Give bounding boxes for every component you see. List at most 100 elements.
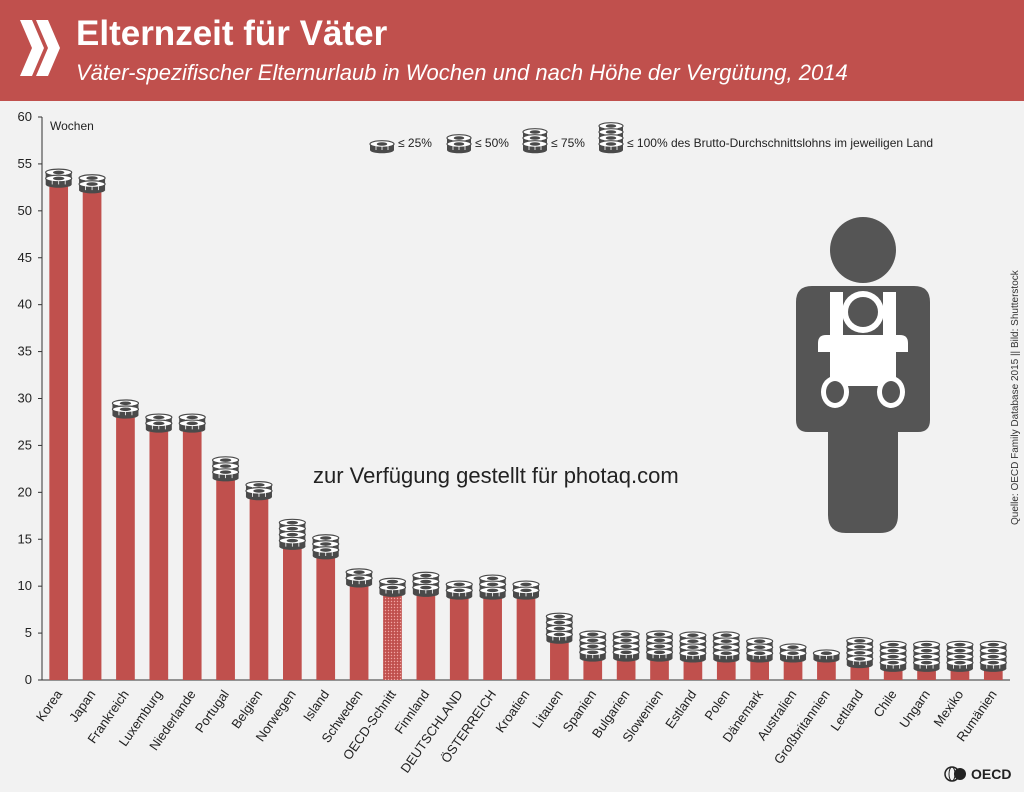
- coin-stack-großbritannien: [812, 649, 841, 663]
- y-tick-label: 55: [18, 156, 32, 171]
- coin: [612, 648, 640, 662]
- coin-stack-finnland: [412, 571, 440, 597]
- coin-stack-ungarn: [912, 640, 941, 672]
- bar-slowenien: [650, 660, 669, 680]
- coin: [245, 487, 273, 501]
- x-tick-label: Korea: [33, 686, 66, 724]
- bar-rumänien: [983, 670, 1003, 680]
- bar-niederlande: [182, 431, 202, 680]
- coin: [812, 649, 841, 663]
- coin: [912, 658, 941, 672]
- coin: [479, 586, 507, 600]
- coin: [145, 419, 173, 433]
- x-tick-label: Kroatien: [492, 687, 532, 735]
- legend-coin-icon-2: [446, 134, 472, 154]
- watermark-text: zur Verfügung gestellt für photaq.com: [313, 463, 679, 488]
- y-tick-label: 5: [25, 625, 32, 640]
- bar-portugal: [216, 480, 235, 680]
- bar-chile: [883, 670, 903, 680]
- bar-lettland: [850, 666, 870, 680]
- legend: ≤ 25% ≤ 50% ≤ 75% ≤ 100% des Brutto-Durc…: [369, 122, 933, 154]
- y-axis-unit-label: Wochen: [50, 119, 94, 133]
- x-tick-label: Chile: [870, 687, 899, 720]
- bar-mexiko: [950, 670, 970, 680]
- coin-stack-dänemark: [746, 637, 774, 663]
- bar-bulgarien: [616, 660, 636, 680]
- x-tick-label: Japan: [66, 687, 99, 725]
- coin: [178, 419, 206, 433]
- coin-stack-rumänien: [979, 640, 1007, 672]
- legend-item-100: ≤ 100% des Brutto-Durchschnittslohns im …: [627, 136, 933, 150]
- coin-stack-korea: [45, 168, 73, 188]
- coin: [512, 586, 540, 600]
- bar-oecd-schnitt: [383, 595, 402, 680]
- coin: [445, 586, 473, 600]
- coin: [78, 180, 106, 194]
- coin-stack-polen: [712, 631, 740, 663]
- coin: [846, 654, 874, 669]
- bar-kroatien: [516, 598, 536, 680]
- coin-stack-mexiko: [946, 640, 974, 672]
- chart-title: Elternzeit für Väter: [76, 14, 388, 53]
- bar-luxemburg: [149, 431, 169, 680]
- legend-item-25: ≤ 25%: [398, 136, 432, 150]
- father-with-baby-carrier-icon: [796, 217, 930, 533]
- bar-estland: [683, 661, 703, 680]
- bar-korea: [49, 186, 69, 681]
- coin-stack-kroatien: [512, 580, 540, 600]
- source-note: Quelle: OECD Family Database 2015 || Bil…: [1010, 270, 1021, 525]
- bar-finnland: [416, 595, 436, 680]
- coin: [545, 630, 573, 644]
- coin: [522, 140, 548, 154]
- coin: [946, 658, 974, 672]
- oecd-globe-icon: [944, 766, 966, 782]
- coin-stack-slowenien: [645, 630, 674, 662]
- y-tick-label: 40: [18, 297, 32, 312]
- coin: [45, 174, 73, 188]
- x-tick-label: Estland: [662, 687, 699, 731]
- coin-stack-estland: [679, 631, 707, 663]
- y-tick-label: 60: [18, 109, 32, 124]
- bar-deutschland: [449, 598, 469, 680]
- double-chevron-icon: [20, 20, 60, 76]
- y-tick-label: 10: [18, 578, 32, 593]
- bar-dänemark: [750, 661, 770, 680]
- y-tick-label: 20: [18, 484, 32, 499]
- y-tick-label: 30: [18, 391, 32, 406]
- bar-frankreich: [116, 417, 135, 680]
- bar-schweden: [349, 586, 369, 680]
- coin: [369, 140, 395, 154]
- chart-subtitle: Väter-spezifischer Elternurlaub in Woche…: [76, 60, 848, 85]
- header-banner: Elternzeit für Väter Väter-spezifischer …: [0, 0, 1024, 101]
- legend-item-50: ≤ 50%: [475, 136, 509, 150]
- coin-stack-schweden: [345, 568, 373, 588]
- coin: [312, 546, 340, 560]
- coin: [345, 574, 373, 588]
- bar-großbritannien: [817, 661, 836, 680]
- bar-österreich: [483, 598, 502, 680]
- coin-stack-deutschland: [445, 580, 473, 600]
- bar-ungarn: [917, 670, 936, 680]
- coin-stack-oecd-schnitt: [378, 577, 407, 597]
- x-tick-label: Island: [300, 687, 332, 724]
- coin: [446, 140, 472, 154]
- legend-coin-icon-4: [598, 122, 624, 154]
- coin-stack-österreich: [479, 574, 507, 600]
- coin-stack-litauen: [545, 612, 573, 644]
- x-tick-label: Lettland: [827, 687, 866, 734]
- coin-stack-lettland: [846, 636, 874, 669]
- legend-coin-icon-3: [522, 128, 548, 154]
- coin-stack-spanien: [579, 630, 607, 662]
- coin-stack-frankreich: [111, 399, 140, 419]
- bar-litauen: [550, 642, 569, 680]
- bar-island: [316, 558, 336, 680]
- y-tick-label: 45: [18, 250, 32, 265]
- coin: [211, 468, 240, 482]
- coin-stack-japan: [78, 174, 106, 194]
- coin-stack-luxemburg: [145, 413, 173, 433]
- coin-stack-niederlande: [178, 413, 206, 433]
- coin: [412, 583, 440, 597]
- coin: [679, 649, 707, 663]
- x-tick-label: Mexiko: [930, 687, 966, 729]
- y-tick-label: 15: [18, 531, 32, 546]
